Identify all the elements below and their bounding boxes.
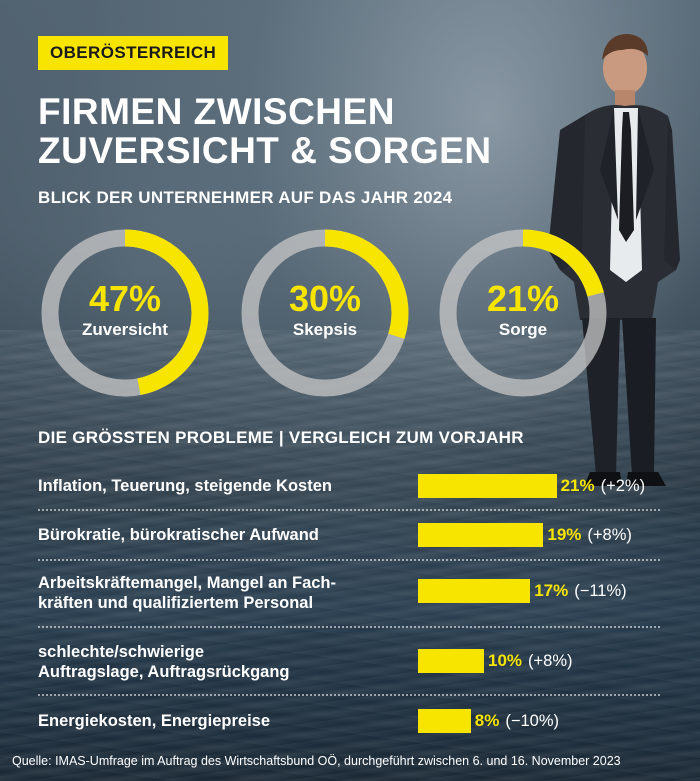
row-divider: [38, 559, 660, 561]
problem-label: Energiekosten, Energiepreise: [38, 712, 271, 730]
problem-change: (−10%): [505, 712, 560, 730]
problem-value: 10%: [488, 651, 523, 670]
problem-label-line-2: kräften und qualifiziertem Personal: [38, 594, 314, 612]
donut-label: Zuversicht: [82, 320, 168, 339]
problem-label: schlechte/schwierige Auftragslage, Auftr…: [38, 642, 418, 682]
title-line-2: ZUVERSICHT & SORGEN: [38, 130, 492, 171]
donut-value: 21%: [486, 278, 560, 319]
problem-bar: [418, 709, 471, 733]
subtitle: BLICK DER UNTERNEHMER AUF DAS JAHR 2024: [38, 188, 453, 207]
problem-value: 8%: [474, 711, 500, 730]
donut-chart-zuversicht: [41, 229, 209, 397]
donut-chart-skepsis: [241, 229, 409, 397]
problem-bar: [418, 523, 544, 547]
problems-heading: DIE GRÖSSTEN PROBLEME | VERGLEICH ZUM VO…: [38, 428, 524, 447]
problem-value: 17%: [534, 581, 569, 600]
problem-label-line-1: schlechte/schwierige: [38, 643, 204, 661]
problem-bar: [418, 649, 484, 673]
problem-change: (+8%): [587, 526, 632, 544]
sea-background: [0, 330, 700, 781]
donut-label: Sorge: [498, 320, 548, 339]
problem-change: (−11%): [574, 582, 627, 600]
problem-label-line-2: Auftragslage, Auftragsrückgang: [38, 663, 290, 681]
source-note: Quelle: IMAS-Umfrage im Auftrag des Wirt…: [12, 754, 621, 768]
donut-skepsis: 30% Skepsis: [240, 228, 410, 398]
donut-arc-skepsis: [241, 229, 409, 397]
donut-arc-sorge: [439, 229, 607, 397]
problem-label: Arbeitskräftemangel, Mangel an Fach- krä…: [38, 573, 418, 613]
problem-label: Inflation, Teuerung, steigende Kosten: [38, 477, 332, 495]
row-divider: [38, 626, 660, 628]
donut-zuversicht: 47% Zuversicht: [40, 228, 210, 398]
donut-label: Skepsis: [292, 320, 358, 339]
donut-value: 30%: [288, 278, 362, 319]
donut-sorge: 21% Sorge: [438, 228, 608, 398]
problem-value: 21%: [560, 476, 595, 495]
problem-change: (+8%): [528, 652, 573, 670]
region-tag: OBERÖSTERREICH: [38, 36, 229, 70]
problem-bar: [418, 579, 531, 603]
title-line-1: FIRMEN ZWISCHEN: [38, 91, 395, 132]
page-title: FIRMEN ZWISCHEN ZUVERSICHT & SORGEN: [38, 92, 492, 170]
problem-label-line-1: Arbeitskräftemangel, Mangel an Fach-: [38, 574, 336, 592]
row-divider: [38, 509, 660, 511]
problem-value: 19%: [547, 525, 582, 544]
problem-bar: [418, 474, 557, 498]
problem-change: (+2%): [600, 477, 646, 495]
donut-chart-sorge: [439, 229, 607, 397]
problem-label: Bürokratie, bürokratischer Aufwand: [38, 526, 319, 544]
donut-value: 47%: [88, 278, 162, 319]
row-divider: [38, 694, 660, 696]
donut-arc-zuversicht: [41, 229, 209, 397]
